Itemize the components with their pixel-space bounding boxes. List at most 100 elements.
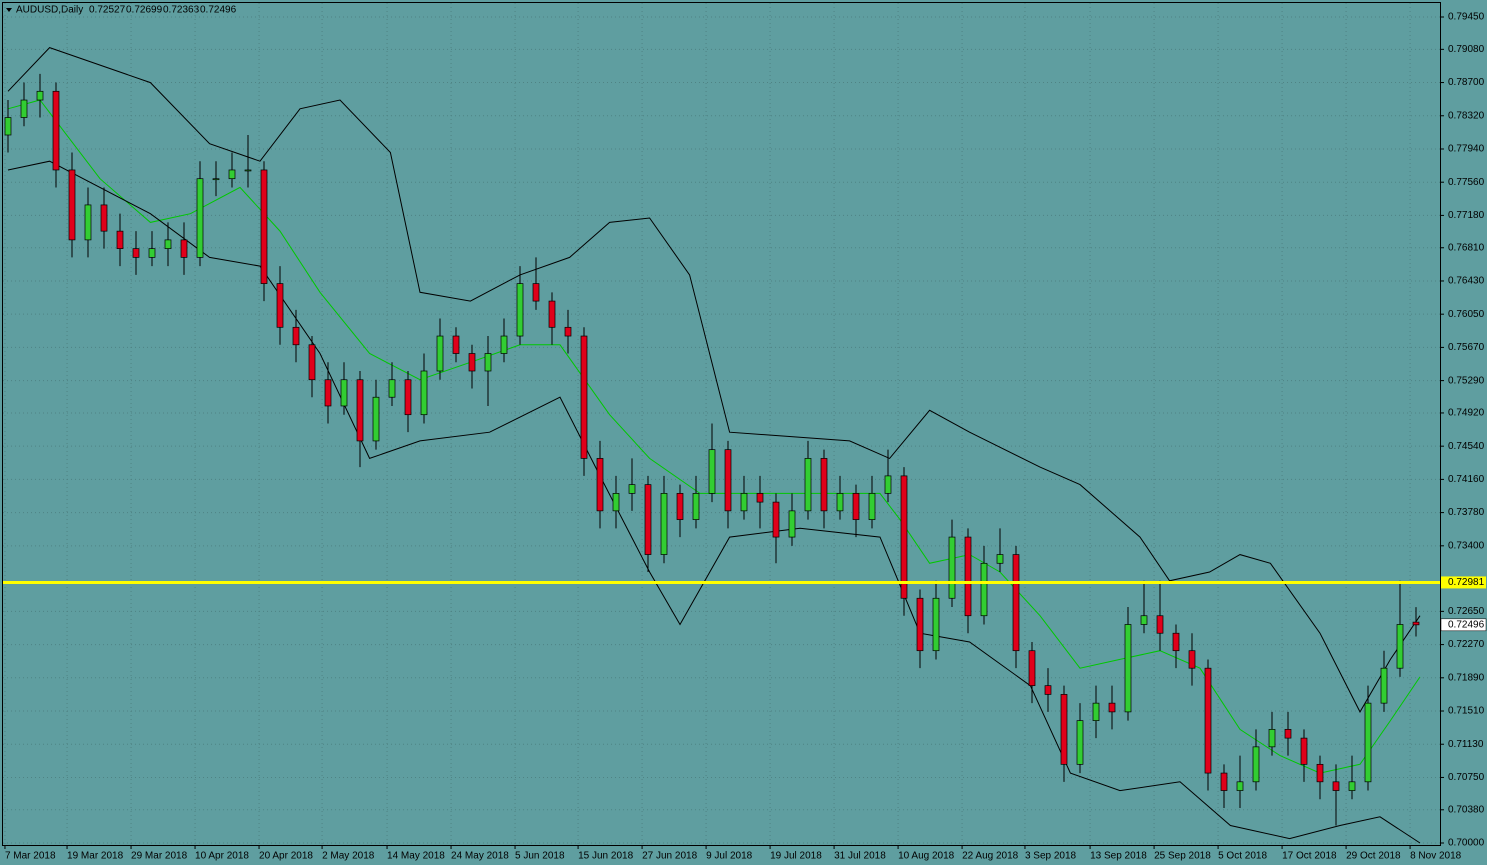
candle-body bbox=[1012, 554, 1020, 652]
y-tick-label: 0.77180 bbox=[1448, 210, 1485, 221]
candle-body bbox=[932, 597, 940, 652]
candle-body bbox=[292, 326, 300, 346]
current-price-tag bbox=[1440, 618, 1487, 632]
chart-title: AUDUSD,Daily bbox=[16, 5, 83, 16]
candle-body bbox=[1108, 702, 1116, 713]
y-tick-label: 0.78700 bbox=[1448, 77, 1485, 88]
candle-body bbox=[52, 90, 60, 171]
candle-body bbox=[1316, 763, 1324, 783]
x-tick-label: 14 May 2018 bbox=[387, 851, 445, 862]
x-tick-label: 2 May 2018 bbox=[322, 851, 375, 862]
candle-body bbox=[596, 458, 604, 512]
y-tick-label: 0.74920 bbox=[1448, 408, 1485, 419]
candle-body bbox=[1412, 621, 1420, 626]
candle-body bbox=[564, 326, 572, 337]
candle-body bbox=[1268, 729, 1276, 748]
y-tick-label: 0.74540 bbox=[1448, 441, 1485, 452]
low-value: 0.72363 bbox=[163, 5, 200, 16]
candle-body bbox=[20, 99, 28, 118]
y-tick-label: 0.78320 bbox=[1448, 110, 1485, 121]
y-tick-label: 0.72650 bbox=[1448, 606, 1485, 617]
y-tick-label: 0.73780 bbox=[1448, 507, 1485, 518]
candle-body bbox=[132, 248, 140, 258]
candle-body bbox=[692, 493, 700, 520]
y-tick-label: 0.76050 bbox=[1448, 309, 1485, 320]
y-tick-label: 0.77940 bbox=[1448, 144, 1485, 155]
y-tick-label: 0.79080 bbox=[1448, 44, 1485, 55]
candle-body bbox=[420, 370, 428, 416]
candle-body bbox=[484, 353, 492, 372]
candle-body bbox=[1236, 781, 1244, 791]
candle-body bbox=[1380, 667, 1388, 704]
candle-body bbox=[772, 501, 780, 538]
y-tick-label: 0.71130 bbox=[1448, 739, 1484, 750]
x-tick-label: 20 Apr 2018 bbox=[259, 851, 313, 862]
candle-body bbox=[276, 283, 284, 328]
candle-body bbox=[4, 117, 12, 136]
candle-body bbox=[180, 239, 188, 258]
candle-body bbox=[196, 178, 204, 258]
x-tick-label: 3 Sep 2018 bbox=[1025, 851, 1077, 862]
candle-body bbox=[948, 536, 956, 599]
x-tick-label: 25 Sep 2018 bbox=[1154, 851, 1211, 862]
x-tick-label: 19 Jul 2018 bbox=[770, 851, 822, 862]
candle-body bbox=[756, 493, 764, 503]
candle-body bbox=[212, 178, 220, 181]
y-tick-label: 0.73400 bbox=[1448, 540, 1485, 551]
x-tick-label: 29 Oct 2018 bbox=[1346, 851, 1401, 862]
candle-body bbox=[1332, 781, 1340, 791]
y-tick-label: 0.71890 bbox=[1448, 672, 1485, 683]
current-price-label: 0.72496 bbox=[1448, 619, 1485, 630]
candle-body bbox=[260, 169, 268, 284]
candle-body bbox=[708, 449, 716, 494]
x-tick-label: 15 Jun 2018 bbox=[578, 851, 633, 862]
candle-body bbox=[1220, 772, 1228, 791]
candle-body bbox=[1364, 702, 1372, 783]
candle-body bbox=[308, 344, 316, 381]
candle-body bbox=[36, 90, 44, 101]
candle-body bbox=[452, 335, 460, 354]
x-tick-label: 17 Oct 2018 bbox=[1282, 851, 1337, 862]
candle-body bbox=[916, 597, 924, 652]
y-tick-label: 0.76810 bbox=[1448, 242, 1485, 253]
x-tick-label: 5 Oct 2018 bbox=[1218, 851, 1267, 862]
y-tick-label: 0.70380 bbox=[1448, 804, 1485, 815]
candle-body bbox=[1124, 624, 1132, 713]
candle-body bbox=[884, 475, 892, 494]
candle-body bbox=[740, 493, 748, 512]
candle-body bbox=[676, 493, 684, 520]
candle-body bbox=[436, 335, 444, 372]
close-value: 0.72496 bbox=[200, 5, 237, 16]
candle-body bbox=[116, 230, 124, 249]
y-tick-label: 0.71510 bbox=[1448, 706, 1485, 717]
candle-body bbox=[324, 379, 332, 407]
candle-body bbox=[388, 379, 396, 398]
x-tick-label: 29 Mar 2018 bbox=[131, 851, 188, 862]
candle-body bbox=[628, 484, 636, 494]
x-tick-label: 27 Jun 2018 bbox=[642, 851, 697, 862]
candle-body bbox=[1172, 632, 1180, 652]
candle-body bbox=[612, 493, 620, 512]
candle-body bbox=[516, 283, 524, 337]
candle-body bbox=[1252, 746, 1260, 783]
x-tick-label: 5 Jun 2018 bbox=[515, 851, 565, 862]
x-tick-label: 10 Aug 2018 bbox=[898, 851, 955, 862]
candle-body bbox=[1060, 694, 1068, 765]
menu-icon[interactable] bbox=[6, 8, 12, 12]
candle-body bbox=[244, 169, 252, 172]
candle-body bbox=[1188, 650, 1196, 669]
candle-body bbox=[372, 396, 380, 442]
high-value: 0.72699 bbox=[126, 5, 163, 16]
y-tick-label: 0.70000 bbox=[1448, 838, 1485, 849]
candle-body bbox=[1300, 737, 1308, 765]
candle-body bbox=[468, 353, 476, 372]
candle-body bbox=[580, 335, 588, 459]
candle-body bbox=[1140, 615, 1148, 625]
y-tick-label: 0.76430 bbox=[1448, 276, 1485, 287]
x-tick-label: 10 Apr 2018 bbox=[195, 851, 249, 862]
y-tick-label: 0.79450 bbox=[1448, 12, 1485, 23]
candle-body bbox=[644, 484, 652, 555]
candle-body bbox=[660, 493, 668, 555]
